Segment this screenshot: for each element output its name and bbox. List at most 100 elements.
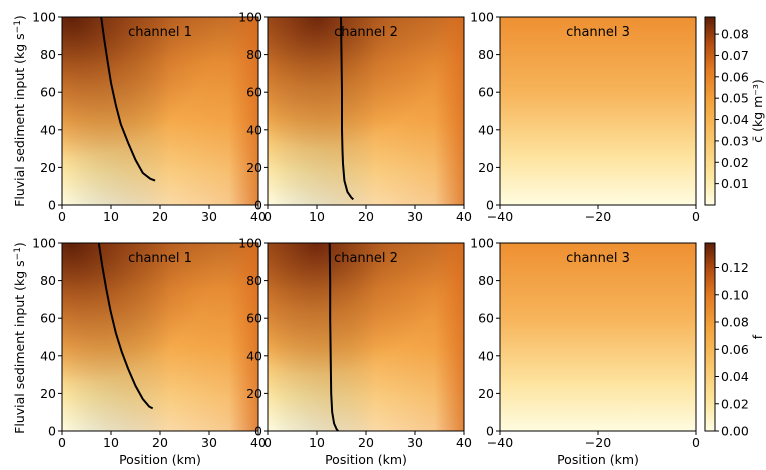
x-tick-label: 30: [407, 435, 423, 450]
colorbar-tick-label: 0.06: [721, 342, 749, 357]
x-tick-label: 20: [152, 209, 168, 224]
x-tick-label: 40: [250, 435, 266, 450]
x-tick-label: 10: [309, 209, 325, 224]
y-tick-label: 80: [246, 47, 262, 62]
colorbar-tick-label: 0.02: [721, 396, 749, 411]
y-tick-label: 80: [246, 273, 262, 288]
colorbar-tick-label: 0.08: [721, 315, 749, 330]
x-tick-label: 0: [58, 209, 66, 224]
y-tick-label: 0: [254, 198, 262, 213]
x-tick-label: 0: [692, 209, 700, 224]
panel-title: channel 3: [566, 25, 630, 40]
x-tick-label: 20: [358, 435, 374, 450]
y-tick-label: 100: [32, 236, 56, 251]
contour-line: [97, 242, 154, 410]
x-tick-label: 20: [358, 209, 374, 224]
colorbar-tick-label: 0.07: [721, 48, 749, 63]
y-tick-label: 100: [238, 236, 262, 251]
y-tick-label: 40: [40, 348, 56, 363]
y-tick-label: 40: [246, 122, 262, 137]
x-tick-label: 40: [456, 435, 472, 450]
y-tick-label: 20: [246, 386, 262, 401]
y-tick-label: 40: [478, 348, 494, 363]
colorbar-tick-label: 0.04: [721, 369, 749, 384]
colorbar-gradient: [704, 242, 716, 432]
y-tick-label: 20: [246, 160, 262, 175]
y-tick-label: 0: [486, 424, 494, 439]
heatmap-field: [500, 17, 696, 205]
heatmap-edge: [62, 243, 258, 431]
y-tick-label: 80: [478, 273, 494, 288]
colorbar-gradient: [704, 16, 716, 206]
x-tick-label: 10: [103, 435, 119, 450]
x-tick-label: −40: [487, 209, 513, 224]
y-axis-label-row-2: Fluvial sediment input (kg s−1): [12, 242, 27, 434]
x-axis-label: Position (km): [325, 452, 407, 467]
colorbar-tick-label: 0.02: [721, 155, 749, 170]
y-tick-label: 20: [40, 386, 56, 401]
y-tick-label: 80: [40, 273, 56, 288]
y-tick-label: 40: [40, 122, 56, 137]
colorbar-tick-label: 0.08: [721, 27, 749, 42]
x-tick-label: 20: [152, 435, 168, 450]
x-tick-label: −20: [585, 209, 611, 224]
contour-line: [340, 16, 354, 201]
colorbar-1: 0.01 0.02 0.03 0.04 0.05 0.06 0.07 0.08 c̄ (kg m…: [704, 16, 765, 206]
y-tick-label: 80: [40, 47, 56, 62]
y-tick-label: 80: [478, 47, 494, 62]
colorbar-2: 0.00 0.02 0.04 0.06 0.08 0.10 0.12 f: [704, 242, 765, 439]
y-tick-label: 100: [32, 10, 56, 25]
y-tick-label: 60: [246, 311, 262, 326]
y-tick-label: 100: [470, 236, 494, 251]
x-tick-label: 0: [58, 435, 66, 450]
y-tick-label: 0: [486, 198, 494, 213]
x-tick-label: 0: [692, 435, 700, 450]
colorbar-tick-label: 0.05: [721, 91, 749, 106]
y-tick-label: 60: [40, 311, 56, 326]
contour-line: [328, 242, 339, 432]
y-tick-label: 60: [246, 85, 262, 100]
panel-title: channel 1: [128, 251, 192, 266]
colorbars: 0.01 0.02 0.03 0.04 0.05 0.06 0.07 0.08 c̄ (kg m…: [704, 16, 765, 439]
contour-line: [100, 16, 156, 182]
colorbar-tick-label: 0.04: [721, 112, 749, 127]
y-tick-label: 40: [478, 122, 494, 137]
colorbar-tick-label: 0.00: [721, 424, 749, 439]
x-tick-label: 40: [456, 209, 472, 224]
y-tick-label: 60: [478, 85, 494, 100]
y-tick-label: 100: [470, 10, 494, 25]
y-tick-label: 60: [478, 311, 494, 326]
y-tick-label: 100: [238, 10, 262, 25]
panel-title: channel 1: [128, 25, 192, 40]
panel-title: channel 3: [566, 251, 630, 266]
heatmap-edge: [62, 17, 258, 205]
y-axis-label-row-1: Fluvial sediment input (kg s−1): [12, 15, 27, 207]
colorbar-tick-label: 0.03: [721, 133, 749, 148]
x-axis-label: Position (km): [557, 452, 639, 467]
x-tick-label: 30: [201, 435, 217, 450]
panel-1-channel-3: −40 −20 0 0 20 40 60 80 100 channel 3: [470, 10, 700, 225]
x-tick-label: 30: [201, 209, 217, 224]
colorbar-tick-label: 0.12: [721, 260, 749, 275]
y-tick-label: 0: [48, 198, 56, 213]
x-tick-label: 10: [103, 209, 119, 224]
colorbar-tick-label: 0.01: [721, 176, 749, 191]
x-tick-label: −40: [487, 435, 513, 450]
panel-title: channel 2: [334, 251, 398, 266]
heatmap-edge: [268, 17, 464, 205]
y-tick-label: 20: [478, 386, 494, 401]
panel-2-channel-3: −40 −20 0 0 20 40 60 80 100 channel 3 Position (km…: [470, 236, 700, 468]
y-tick-label: 20: [478, 160, 494, 175]
y-tick-label: 0: [254, 424, 262, 439]
y-tick-label: 20: [40, 160, 56, 175]
x-tick-label: 10: [309, 435, 325, 450]
x-tick-label: 30: [407, 209, 423, 224]
colorbar-tick-label: 0.10: [721, 287, 749, 302]
x-tick-label: 40: [250, 209, 266, 224]
